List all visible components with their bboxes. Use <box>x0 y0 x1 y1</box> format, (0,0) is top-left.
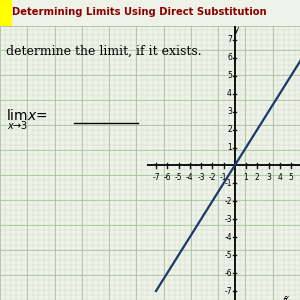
Bar <box>0 0 12 26</box>
Text: Determining Limits Using Direct Substitution: Determining Limits Using Direct Substitu… <box>12 7 267 17</box>
Text: -5: -5 <box>224 250 232 260</box>
Text: -5: -5 <box>175 172 182 182</box>
Text: f(: f( <box>282 296 289 300</box>
Text: -2: -2 <box>224 197 232 206</box>
Text: -4: -4 <box>224 233 232 242</box>
Text: 6: 6 <box>227 53 232 62</box>
Text: -1: -1 <box>224 179 232 188</box>
Text: y: y <box>234 26 239 34</box>
Text: 7: 7 <box>227 35 232 44</box>
Text: -3: -3 <box>224 215 232 224</box>
Text: 3: 3 <box>266 172 271 182</box>
Text: 5: 5 <box>227 71 232 80</box>
Text: 5: 5 <box>289 172 293 182</box>
Text: -2: -2 <box>208 172 216 182</box>
Text: -7: -7 <box>152 172 160 182</box>
Text: 2: 2 <box>227 125 232 134</box>
Text: -4: -4 <box>186 172 194 182</box>
Text: -6: -6 <box>164 172 171 182</box>
Text: -3: -3 <box>197 172 205 182</box>
Text: 4: 4 <box>227 89 232 98</box>
Text: -6: -6 <box>224 268 232 278</box>
Text: 3: 3 <box>227 107 232 116</box>
Text: 4: 4 <box>277 172 282 182</box>
Text: 1: 1 <box>244 172 248 182</box>
Text: -1: -1 <box>220 172 227 182</box>
Text: $\lim_{x\to 3} x =$: $\lim_{x\to 3} x =$ <box>6 108 48 133</box>
Text: -7: -7 <box>224 286 232 296</box>
Text: determine the limit, if it exists.: determine the limit, if it exists. <box>6 45 202 58</box>
Text: 2: 2 <box>255 172 260 182</box>
Text: 1: 1 <box>227 143 232 152</box>
